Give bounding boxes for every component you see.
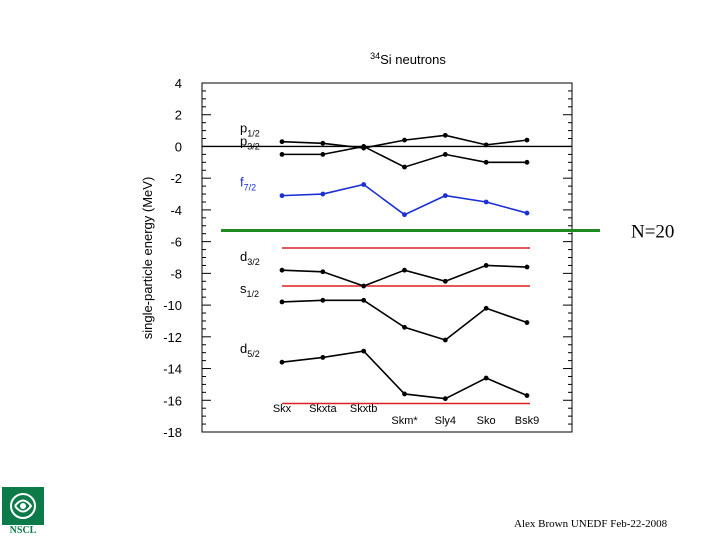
data-point xyxy=(442,151,448,157)
series-label-base: s xyxy=(240,281,247,296)
series-line xyxy=(282,145,527,168)
data-point xyxy=(402,137,407,143)
data-point xyxy=(442,278,448,284)
data-point xyxy=(279,359,285,365)
data-point xyxy=(361,283,367,289)
series-label-base: d xyxy=(240,249,247,264)
data-point xyxy=(279,193,285,199)
y-tick-label: 0 xyxy=(175,139,182,154)
data-point xyxy=(320,191,326,197)
y-tick-label: -2 xyxy=(170,171,182,186)
data-point xyxy=(524,210,530,216)
data-point xyxy=(279,139,285,145)
data-point xyxy=(361,182,367,187)
series-label: d5/2 xyxy=(240,341,260,359)
x-category-label: Skm* xyxy=(391,415,418,427)
series-label-base: f xyxy=(240,175,244,190)
data-point xyxy=(402,324,407,330)
nscl-logo: NSCL xyxy=(2,487,44,537)
data-point xyxy=(361,348,367,354)
series-label-subscript: 5/2 xyxy=(247,349,260,359)
data-point xyxy=(483,305,489,311)
series-label-base: d xyxy=(240,341,247,356)
data-point xyxy=(483,375,489,381)
series-label-base: p xyxy=(240,121,247,136)
x-category-label: Sly4 xyxy=(435,415,456,427)
data-point xyxy=(361,144,367,149)
gap-annotation: N=20 xyxy=(631,222,674,243)
y-tick-label: -14 xyxy=(163,362,182,377)
data-point xyxy=(402,267,407,273)
series-lines xyxy=(202,132,600,405)
data-point xyxy=(279,267,285,273)
series-label-subscript: 1/2 xyxy=(247,129,260,139)
data-point xyxy=(524,137,530,143)
x-category-label: Sko xyxy=(477,415,496,427)
labels: single-particle energy (MeV) 34Si neutron… xyxy=(140,51,674,427)
series-label-subscript: 3/2 xyxy=(247,257,260,267)
data-point xyxy=(361,297,367,303)
x-category-label: Skxtb xyxy=(350,403,378,415)
y-tick-label: -6 xyxy=(170,235,182,250)
data-point xyxy=(402,164,407,170)
series-label: d3/2 xyxy=(240,249,260,267)
data-point xyxy=(402,212,407,218)
y-axis: 4 2 0 -2 -4 -6 -8 -10 -12 -14 -16 -18 xyxy=(163,76,572,440)
data-point xyxy=(483,199,489,205)
x-category-label: Skx xyxy=(273,403,292,415)
series-label: p1/2 xyxy=(240,121,260,139)
data-point xyxy=(524,320,530,325)
x-category-label: Bsk9 xyxy=(515,415,539,427)
y-tick-label: -10 xyxy=(163,298,182,313)
y-axis-label: single-particle energy (MeV) xyxy=(140,177,155,340)
series-label-subscript: 1/2 xyxy=(247,289,260,299)
y-tick-label: -16 xyxy=(163,393,182,408)
x-category-label: Skxta xyxy=(309,403,337,415)
series-label-subscript: 3/2 xyxy=(247,141,260,151)
series-label-base: p xyxy=(240,133,247,148)
data-point xyxy=(402,391,407,397)
series-line xyxy=(281,183,528,216)
chart-title-main: Si neutrons xyxy=(380,52,446,67)
y-tick-label: -18 xyxy=(163,425,182,440)
y-tick-label: 4 xyxy=(175,76,182,91)
data-point xyxy=(320,151,326,157)
data-point xyxy=(442,337,448,343)
series-label-subscript: 7/2 xyxy=(244,183,257,193)
chart-title-superscript: 34 xyxy=(370,51,380,61)
data-point xyxy=(320,269,326,275)
data-point xyxy=(524,264,530,270)
series-label: p3/2 xyxy=(240,133,260,151)
data-point xyxy=(483,142,489,148)
data-point xyxy=(483,263,489,268)
series-label: f7/2 xyxy=(240,175,256,193)
swirl-icon xyxy=(10,493,36,519)
data-point xyxy=(279,151,285,157)
data-point xyxy=(442,193,448,199)
y-tick-label: -4 xyxy=(170,203,182,218)
y-tick-label: -8 xyxy=(170,266,182,281)
data-point xyxy=(524,159,530,165)
data-point xyxy=(320,355,326,360)
data-point xyxy=(320,297,326,303)
data-point xyxy=(483,159,489,165)
data-point xyxy=(320,140,326,146)
chart-title: 34Si neutrons xyxy=(370,51,446,67)
logo-text: NSCL xyxy=(9,525,37,536)
data-point xyxy=(524,393,530,398)
y-tick-label: 2 xyxy=(175,108,182,123)
nscl-logo-mark xyxy=(2,487,44,525)
data-point xyxy=(442,132,448,138)
data-point xyxy=(279,299,285,305)
footer-credit: Alex Brown UNEDF Feb-22-2008 xyxy=(514,518,668,530)
series-line xyxy=(281,299,528,341)
series-label: s1/2 xyxy=(240,281,259,299)
y-tick-label: -12 xyxy=(163,330,182,345)
data-point xyxy=(442,396,448,402)
